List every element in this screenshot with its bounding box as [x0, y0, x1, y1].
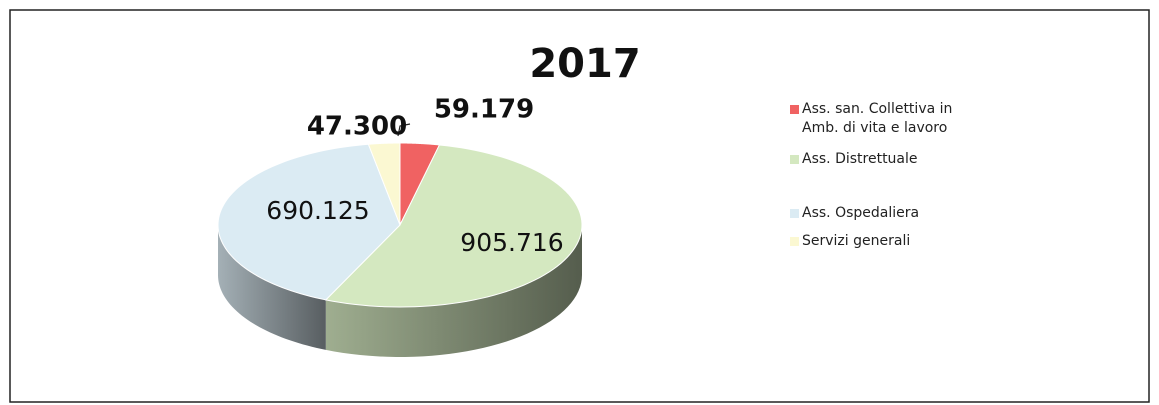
data-label: 905.716 — [460, 228, 563, 257]
pie-slice — [217, 143, 401, 301]
legend-swatch — [790, 237, 799, 246]
legend-label: Ass. Distrettuale — [802, 151, 918, 167]
legend-swatch — [790, 105, 799, 114]
data-label: 47.300 — [307, 112, 407, 142]
legend-label: Ass. san. Collettiva in Amb. di vita e l… — [802, 101, 953, 136]
pie-slice — [367, 142, 401, 226]
chart-frame — [9, 9, 1150, 403]
pie-side — [218, 225, 326, 350]
legend-swatch — [790, 209, 799, 218]
legend-item: Ass. Distrettuale — [790, 150, 980, 169]
legend-item: Ass. Ospedaliera — [790, 204, 980, 223]
legend-item: Ass. san. Collettiva in Amb. di vita e l… — [790, 100, 980, 138]
pie-side — [325, 225, 582, 357]
leader-line — [397, 123, 411, 137]
chart-title: 2017 — [529, 41, 640, 87]
legend-label: Ass. Ospedaliera — [802, 205, 920, 221]
legend-swatch — [790, 155, 799, 164]
legend-item: Servizi generali — [790, 232, 980, 251]
legend-label: Servizi generali — [802, 233, 911, 249]
pie-slice — [324, 144, 583, 308]
data-label: 690.125 — [266, 196, 369, 225]
data-label: 59.179 — [434, 95, 534, 125]
